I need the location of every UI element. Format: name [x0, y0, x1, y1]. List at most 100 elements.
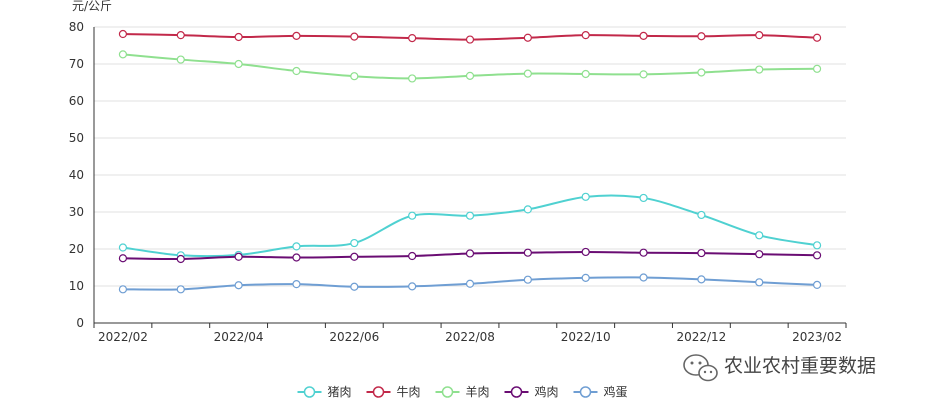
data-point[interactable] [755, 65, 764, 74]
y-tick-label: 0 [76, 316, 84, 330]
x-tick-label: 2022/10 [561, 330, 611, 344]
data-point[interactable] [292, 253, 301, 262]
legend-label: 鸡蛋 [604, 384, 628, 399]
x-tick-label: 2022/08 [445, 330, 495, 344]
y-tick-label: 40 [69, 168, 84, 182]
data-point[interactable] [118, 50, 128, 59]
data-point[interactable] [639, 70, 648, 79]
data-point[interactable] [176, 285, 185, 294]
y-tick-label: 80 [69, 20, 84, 34]
data-point[interactable] [350, 252, 359, 261]
data-point[interactable] [408, 282, 417, 291]
grid-lines [94, 26, 846, 287]
data-point[interactable] [812, 251, 822, 260]
data-point[interactable] [523, 69, 532, 78]
watermark: 农业农村重要数据 [683, 354, 876, 382]
data-point[interactable] [523, 248, 532, 257]
data-point[interactable] [581, 69, 590, 79]
data-point[interactable] [234, 252, 243, 261]
legend[interactable]: 猪肉 牛肉 羊肉 鸡肉 鸡蛋 [297, 384, 628, 399]
data-point[interactable] [639, 31, 648, 40]
data-point[interactable] [581, 247, 590, 257]
legend-swatch-marker [510, 386, 523, 398]
y-tick-label: 50 [69, 131, 84, 145]
legend-item[interactable]: 鸡肉 [504, 384, 559, 399]
data-point[interactable] [176, 31, 185, 40]
data-point[interactable] [697, 248, 706, 258]
legend-item[interactable]: 羊肉 [435, 384, 490, 399]
y-tick-label: 20 [69, 242, 84, 256]
data-point[interactable] [118, 243, 128, 252]
y-tick-label: 60 [69, 94, 84, 108]
x-tick-label: 2022/06 [329, 330, 379, 344]
data-point[interactable] [639, 193, 648, 203]
data-point[interactable] [812, 64, 822, 73]
data-point[interactable] [234, 59, 243, 69]
data-point[interactable] [292, 66, 301, 76]
data-point[interactable] [812, 241, 822, 250]
data-point[interactable] [118, 29, 128, 39]
data-point[interactable] [176, 254, 185, 264]
data-point[interactable] [234, 32, 243, 42]
series-lines [118, 29, 822, 294]
data-point[interactable] [465, 35, 475, 44]
data-point[interactable] [408, 251, 417, 261]
series-line [122, 194, 818, 258]
data-point[interactable] [697, 32, 706, 41]
legend-item[interactable]: 鸡蛋 [573, 384, 628, 399]
data-point[interactable] [523, 205, 532, 214]
data-point[interactable] [581, 192, 590, 201]
series-1 [118, 29, 822, 44]
data-point[interactable] [639, 248, 648, 257]
data-point[interactable] [812, 280, 822, 289]
y-tick-label: 10 [69, 279, 84, 293]
data-point[interactable] [697, 68, 706, 77]
data-point[interactable] [176, 55, 185, 64]
data-point[interactable] [639, 273, 648, 282]
data-point[interactable] [350, 282, 359, 291]
data-point[interactable] [408, 33, 417, 43]
x-tick-label: 2022/02 [98, 330, 148, 344]
data-point[interactable] [697, 210, 706, 220]
x-tick-label: 2022/04 [214, 330, 264, 344]
legend-swatch-marker [303, 386, 316, 398]
series-2 [118, 50, 822, 83]
data-point[interactable] [408, 74, 417, 83]
data-point[interactable] [350, 32, 359, 41]
y-tick-label: 70 [69, 57, 84, 71]
data-point[interactable] [755, 31, 764, 40]
data-point[interactable] [697, 275, 706, 284]
y-axis-label: 元/公斤 [72, 0, 112, 13]
data-point[interactable] [523, 275, 532, 284]
data-point[interactable] [118, 254, 128, 263]
series-3 [118, 247, 822, 264]
data-point[interactable] [755, 231, 764, 240]
legend-item[interactable]: 牛肉 [366, 384, 421, 399]
data-point[interactable] [292, 31, 301, 40]
data-point[interactable] [234, 281, 243, 290]
data-point[interactable] [465, 279, 475, 288]
data-point[interactable] [118, 285, 128, 294]
series-4 [118, 273, 822, 294]
legend-item[interactable]: 猪肉 [297, 385, 352, 399]
data-point[interactable] [812, 33, 822, 42]
data-point[interactable] [465, 249, 475, 258]
data-point[interactable] [581, 273, 590, 282]
data-point[interactable] [465, 211, 475, 220]
y-tick-label: 30 [69, 205, 84, 219]
wechat-icon [683, 354, 718, 382]
data-point[interactable] [581, 31, 590, 40]
data-point[interactable] [292, 280, 301, 289]
data-point[interactable] [755, 278, 764, 287]
data-point[interactable] [350, 72, 359, 81]
legend-swatch-marker [441, 386, 454, 398]
data-point[interactable] [523, 33, 532, 42]
data-point[interactable] [292, 242, 301, 251]
data-point[interactable] [755, 250, 764, 259]
legend-label: 鸡肉 [535, 384, 559, 399]
data-point[interactable] [465, 71, 475, 80]
data-point[interactable] [350, 238, 359, 248]
watermark-text: 农业农村重要数据 [724, 355, 876, 377]
data-point[interactable] [408, 211, 417, 220]
